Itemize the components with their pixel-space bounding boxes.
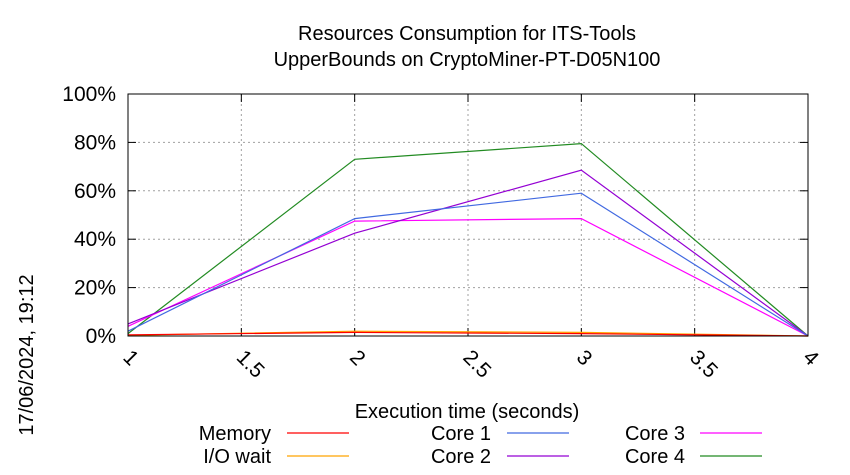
legend-label-memory: Memory — [199, 423, 271, 445]
legend-label-core-4: Core 4 — [625, 446, 685, 468]
series-line-core-4 — [127, 142, 809, 337]
y-tick-label: 0% — [86, 325, 116, 348]
series-lines — [127, 142, 809, 337]
y-tick-label: 60% — [74, 180, 116, 203]
legend-label-core-2: Core 2 — [431, 446, 491, 468]
chart-title: Resources Consumption for ITS-Tools — [298, 23, 636, 45]
plot-frame — [127, 93, 809, 337]
timestamp-label: 17/06/2024, 19:12 — [16, 274, 38, 435]
series-line-core-2 — [127, 169, 809, 337]
x-tick-label: 4 — [798, 346, 823, 371]
x-tick-label: 2 — [345, 346, 370, 371]
y-tick-label: 20% — [74, 277, 116, 300]
legend-label-core-3: Core 3 — [625, 423, 685, 445]
chart-subtitle: UpperBounds on CryptoMiner-PT-D05N100 — [274, 49, 661, 71]
x-tick-label: 2.5 — [458, 346, 495, 383]
x-axis-ticks: 1 1.5 2 2.5 3 3.5 4 — [118, 94, 823, 383]
x-tick-label: 3 — [572, 346, 597, 371]
series-line-core-3 — [127, 217, 809, 337]
series-line-memory — [127, 331, 809, 337]
legend-label-i-o-wait: I/O wait — [203, 446, 271, 468]
series-line-core-1 — [127, 192, 809, 337]
y-axis-ticks: 0% 20% 40% 60% 80% 100% — [62, 83, 808, 348]
y-tick-label: 80% — [74, 131, 116, 154]
x-tick-label: 3.5 — [685, 346, 722, 383]
y-tick-label: 100% — [62, 83, 116, 106]
grid — [127, 93, 809, 337]
y-tick-label: 40% — [74, 228, 116, 251]
x-tick-label: 1.5 — [232, 346, 269, 383]
legend-label-core-1: Core 1 — [431, 423, 491, 445]
x-axis-label: Execution time (seconds) — [355, 401, 580, 423]
x-tick-label: 1 — [118, 346, 143, 371]
